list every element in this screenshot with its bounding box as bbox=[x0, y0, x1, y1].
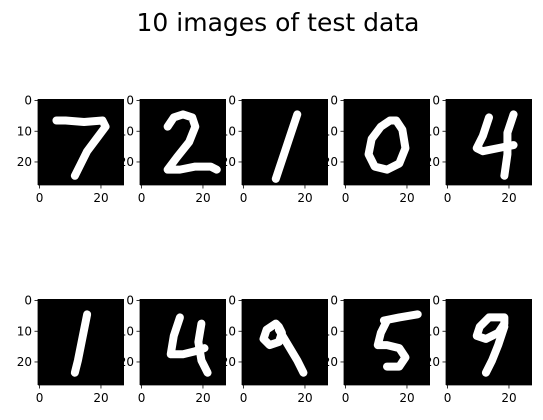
y-tick-label: 0 bbox=[432, 94, 440, 108]
y-tick-label: 10 bbox=[221, 324, 236, 338]
y-tick-label: 0 bbox=[24, 94, 32, 108]
image-panel-1: 0 10 20 0 20 bbox=[17, 94, 124, 205]
y-tick-label: 0 bbox=[330, 294, 338, 308]
x-tick-label: 20 bbox=[195, 191, 210, 205]
y-tick-label: 10 bbox=[425, 324, 440, 338]
y-tick-label: 0 bbox=[24, 294, 32, 308]
x-tick-label: 20 bbox=[93, 191, 108, 205]
y-tick-label: 10 bbox=[17, 324, 32, 338]
digit-stroke bbox=[364, 116, 410, 174]
figure-title: 10 images of test data bbox=[137, 8, 420, 37]
y-tick-label: 10 bbox=[323, 324, 338, 338]
image-panel-4: 0 10 20 0 20 bbox=[323, 94, 430, 205]
image-panel-9: 0 10 20 0 20 bbox=[323, 294, 430, 405]
digit-glyph-9 bbox=[259, 319, 308, 377]
x-tick-label: 0 bbox=[36, 391, 44, 405]
y-tick-label: 10 bbox=[323, 124, 338, 138]
x-tick-label: 0 bbox=[444, 391, 452, 405]
x-tick-label: 0 bbox=[240, 191, 248, 205]
digit-glyph-1 bbox=[271, 110, 302, 183]
digit-glyph-2 bbox=[163, 110, 221, 174]
digit-glyph-1 bbox=[70, 310, 92, 377]
y-tick-label: 10 bbox=[17, 124, 32, 138]
x-tick-label: 20 bbox=[399, 391, 414, 405]
image-grid: 0 10 20 0 20 0 10 20 0 20 0 10 20 0 20 0 10 20 0 20 0 10 20 0 20… bbox=[17, 94, 532, 405]
x-tick-label: 20 bbox=[195, 391, 210, 405]
image-panel-8: 0 10 20 0 20 bbox=[221, 294, 328, 405]
x-tick-label: 0 bbox=[342, 391, 350, 405]
y-tick-label: 20 bbox=[17, 355, 32, 369]
image-panel-7: 0 10 20 0 20 bbox=[119, 294, 226, 405]
x-tick-label: 0 bbox=[342, 191, 350, 205]
y-tick-label: 0 bbox=[126, 94, 134, 108]
y-tick-label: 20 bbox=[221, 155, 236, 169]
y-tick-label: 20 bbox=[17, 155, 32, 169]
y-tick-label: 10 bbox=[221, 124, 236, 138]
digit-glyph-5 bbox=[373, 310, 422, 371]
digit-stroke bbox=[481, 322, 509, 377]
x-tick-label: 20 bbox=[297, 191, 312, 205]
x-tick-label: 0 bbox=[240, 391, 248, 405]
x-tick-label: 0 bbox=[138, 191, 146, 205]
digit-glyph-4 bbox=[472, 110, 518, 180]
y-tick-label: 20 bbox=[323, 355, 338, 369]
x-tick-label: 20 bbox=[399, 191, 414, 205]
y-tick-label: 0 bbox=[228, 94, 236, 108]
x-tick-label: 0 bbox=[138, 391, 146, 405]
y-tick-label: 20 bbox=[119, 155, 134, 169]
digit-stroke bbox=[271, 110, 302, 183]
y-tick-label: 20 bbox=[119, 355, 134, 369]
digit-stroke bbox=[373, 316, 410, 371]
digit-glyph-9 bbox=[472, 313, 509, 377]
y-tick-label: 10 bbox=[119, 324, 134, 338]
y-tick-label: 20 bbox=[425, 355, 440, 369]
x-tick-label: 20 bbox=[297, 391, 312, 405]
digit-stroke bbox=[70, 310, 92, 377]
x-tick-label: 0 bbox=[444, 191, 452, 205]
image-panel-2: 0 10 20 0 20 bbox=[119, 94, 226, 205]
image-background bbox=[140, 299, 226, 385]
image-panel-5: 0 10 20 0 20 bbox=[425, 94, 532, 205]
y-tick-label: 10 bbox=[119, 124, 134, 138]
x-tick-label: 20 bbox=[501, 391, 516, 405]
y-tick-label: 20 bbox=[425, 155, 440, 169]
y-tick-label: 0 bbox=[432, 294, 440, 308]
digit-stroke bbox=[274, 325, 308, 377]
y-tick-label: 0 bbox=[126, 294, 134, 308]
digit-glyph-0 bbox=[364, 116, 410, 174]
digit-stroke bbox=[52, 116, 110, 180]
image-panel-10: 0 10 20 0 20 bbox=[425, 294, 532, 405]
x-tick-label: 0 bbox=[36, 191, 44, 205]
x-tick-label: 20 bbox=[93, 391, 108, 405]
digit-stroke bbox=[472, 113, 518, 156]
digit-stroke bbox=[500, 110, 518, 180]
digit-glyph-7 bbox=[52, 116, 110, 180]
image-panel-3: 0 10 20 0 20 bbox=[221, 94, 328, 205]
digit-stroke bbox=[163, 110, 221, 174]
y-tick-label: 10 bbox=[425, 124, 440, 138]
y-tick-label: 0 bbox=[330, 94, 338, 108]
y-tick-label: 20 bbox=[221, 355, 236, 369]
y-tick-label: 0 bbox=[228, 294, 236, 308]
digit-glyph-4 bbox=[166, 313, 212, 377]
digit-stroke bbox=[194, 319, 212, 377]
y-tick-label: 20 bbox=[323, 155, 338, 169]
image-panel-6: 0 10 20 0 20 bbox=[17, 294, 124, 405]
x-tick-label: 20 bbox=[501, 191, 516, 205]
image-background bbox=[446, 99, 532, 185]
